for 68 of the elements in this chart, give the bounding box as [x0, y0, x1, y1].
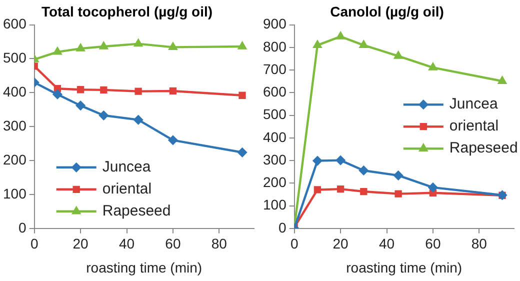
- legend-label: Juncea: [449, 96, 498, 113]
- y-tick-label: 400: [3, 84, 27, 100]
- point: [52, 90, 62, 99]
- point: [428, 182, 438, 192]
- y-tick-label: 300: [263, 151, 287, 168]
- chart-title: Total tocopherol (µg/g oil): [41, 3, 213, 20]
- chart-title: Canolol (µg/g oil): [330, 3, 444, 20]
- x-tick-label: 20: [72, 236, 89, 252]
- point: [336, 185, 344, 193]
- y-tick-label: 200: [3, 151, 27, 168]
- y-tick-label: 600: [3, 16, 27, 32]
- y-tick-label: 500: [263, 106, 287, 122]
- point: [76, 44, 85, 52]
- y-tick-label: 900: [263, 16, 287, 32]
- point: [394, 51, 402, 59]
- legend-label: oriental: [449, 118, 499, 135]
- point: [238, 92, 246, 99]
- x-tick-label: 20: [332, 236, 349, 252]
- point: [336, 156, 346, 165]
- point: [134, 39, 142, 47]
- point: [76, 86, 84, 94]
- y-tick-label: 500: [3, 50, 27, 66]
- x-tick-label: 80: [211, 236, 228, 252]
- y-tick-label: 600: [263, 84, 287, 100]
- x-tick-label: 0: [290, 236, 298, 252]
- point: [238, 42, 246, 50]
- point: [53, 47, 62, 55]
- x-axis-title: roasting time (min): [86, 259, 202, 276]
- point: [314, 186, 322, 194]
- y-tick-label: 0: [278, 219, 287, 236]
- point: [360, 40, 368, 48]
- y-tick-label: 100: [263, 196, 287, 213]
- point: [394, 190, 402, 198]
- point: [168, 136, 178, 145]
- point: [76, 100, 86, 110]
- legend-label: Rapeseed: [449, 140, 518, 157]
- legend-label: Juncea: [102, 158, 152, 176]
- y-tick-label: 200: [263, 174, 287, 190]
- y-tick-label: 300: [3, 117, 27, 134]
- point: [394, 170, 403, 180]
- point: [313, 40, 322, 48]
- legend-label: Rapeseed: [102, 202, 171, 220]
- x-axis-title: roasting time (min): [346, 259, 462, 276]
- point: [100, 42, 108, 50]
- point: [100, 86, 108, 94]
- y-tick-label: 100: [3, 185, 27, 202]
- x-tick-label: 80: [471, 236, 488, 252]
- point: [428, 62, 438, 70]
- x-tick-label: 40: [118, 236, 135, 252]
- point: [99, 110, 108, 120]
- y-tick-label: 400: [263, 128, 287, 145]
- legend-label: oriental: [102, 180, 152, 198]
- x-tick-label: 0: [30, 236, 38, 252]
- point: [168, 42, 178, 50]
- point: [312, 156, 322, 166]
- point: [336, 32, 345, 40]
- point: [134, 115, 143, 124]
- y-tick-label: 0: [18, 219, 27, 236]
- y-tick-label: 700: [263, 60, 287, 77]
- x-tick-label: 60: [425, 236, 441, 252]
- x-tick-label: 60: [165, 236, 181, 252]
- y-tick-label: 800: [263, 38, 287, 54]
- point: [169, 87, 177, 95]
- x-tick-label: 40: [378, 236, 395, 252]
- point: [360, 188, 368, 196]
- point: [134, 88, 142, 95]
- point: [359, 166, 368, 176]
- point: [238, 148, 247, 157]
